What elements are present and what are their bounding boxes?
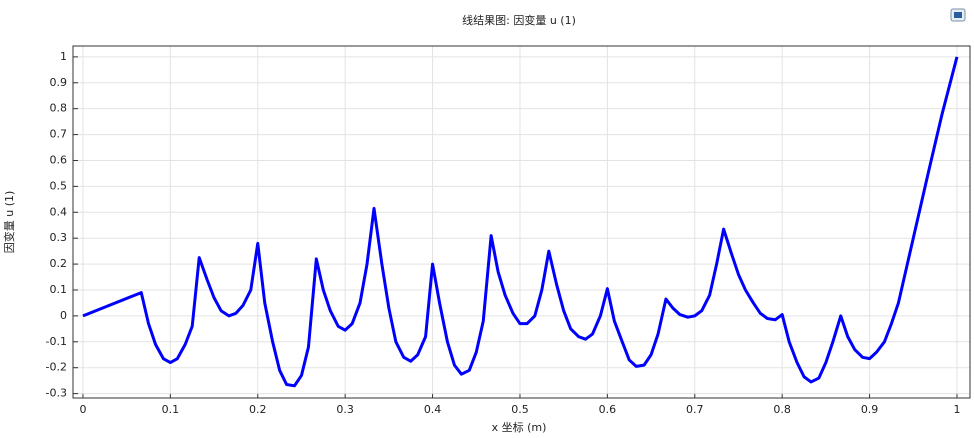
chart-title: 线结果图: 因变量 u (1) bbox=[462, 13, 576, 27]
x-tick-label: 0.7 bbox=[686, 403, 704, 416]
y-tick-label: 0.7 bbox=[50, 128, 68, 141]
y-tick-label: 0 bbox=[60, 309, 67, 322]
y-tick-label: 1 bbox=[60, 50, 67, 63]
y-tick-label: -0.1 bbox=[46, 335, 67, 348]
y-tick-label: 0.1 bbox=[50, 283, 68, 296]
plot-frame bbox=[72, 45, 971, 399]
y-tick-label: 0.3 bbox=[50, 231, 68, 244]
toolbar-icon[interactable] bbox=[950, 8, 966, 22]
x-tick-label: 0.4 bbox=[424, 403, 442, 416]
y-tick-label: 0.9 bbox=[50, 76, 68, 89]
data-line bbox=[82, 56, 959, 388]
y-tick-label: 0.4 bbox=[50, 205, 68, 218]
y-axis-label: 因变量 u (1) bbox=[2, 191, 16, 254]
y-tick-label: -0.2 bbox=[46, 361, 67, 374]
x-tick-label: 0.8 bbox=[773, 403, 791, 416]
y-tick-label: -0.3 bbox=[46, 387, 67, 400]
x-tick-label: 0.2 bbox=[249, 403, 267, 416]
x-tick-label: 0.1 bbox=[162, 403, 180, 416]
x-tick-label: 0.5 bbox=[511, 403, 529, 416]
x-tick-label: 1 bbox=[953, 403, 960, 416]
x-tick-label: 0.3 bbox=[336, 403, 354, 416]
x-axis-label: x 坐标 (m) bbox=[492, 420, 547, 434]
icon-fill[interactable] bbox=[954, 12, 962, 18]
y-tick-label: 0.5 bbox=[50, 179, 68, 192]
y-tick-label: 0.6 bbox=[50, 153, 68, 166]
x-tick-label: 0 bbox=[79, 403, 86, 416]
y-tick-label: 0.2 bbox=[50, 257, 68, 270]
x-tick-label: 0.9 bbox=[861, 403, 879, 416]
x-tick-label: 0.6 bbox=[599, 403, 617, 416]
y-tick-label: 0.8 bbox=[50, 102, 68, 115]
